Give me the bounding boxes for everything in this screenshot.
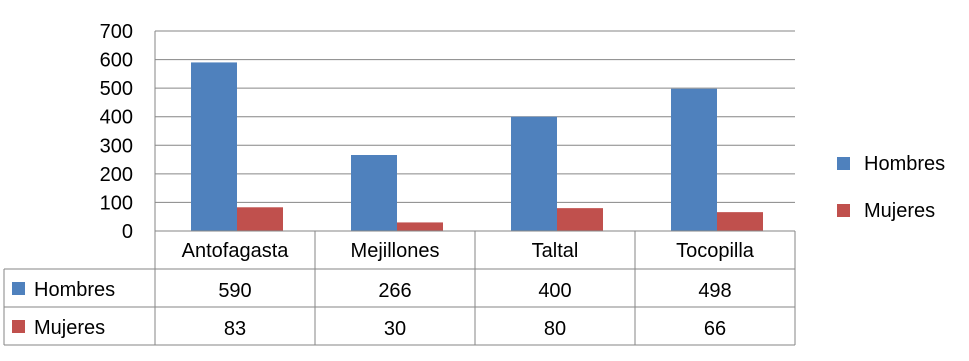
table-series-label: Mujeres (34, 317, 105, 339)
bar-hombres-taltal (511, 116, 557, 231)
table-legend-swatch-mujeres (12, 320, 25, 333)
data-label: 498 (698, 280, 731, 302)
legend-swatch-hombres (837, 157, 850, 170)
data-label: 83 (224, 318, 246, 340)
data-label: 266 (378, 280, 411, 302)
legend-label: Mujeres (864, 200, 935, 222)
y-tick-label: 400 (100, 107, 133, 129)
data-label: 400 (538, 280, 571, 302)
data-label: 66 (704, 318, 726, 340)
y-tick-label: 500 (100, 78, 133, 100)
y-tick-label: 700 (100, 21, 133, 43)
legend-swatch-mujeres (837, 204, 850, 217)
x-category-label: Taltal (532, 240, 579, 262)
table-series-label: Hombres (34, 279, 115, 301)
y-tick-label: 200 (100, 164, 133, 186)
x-category-label: Tocopilla (676, 240, 755, 262)
bar-hombres-mejillones (351, 155, 397, 231)
bar-mujeres-tocopilla (717, 212, 763, 231)
y-tick-label: 300 (100, 135, 133, 157)
table-legend-swatch-hombres (12, 282, 25, 295)
bar-hombres-tocopilla (671, 88, 717, 231)
legend-label: Hombres (864, 153, 945, 175)
data-label: 80 (544, 318, 566, 340)
bar-mujeres-taltal (557, 208, 603, 231)
y-tick-label: 600 (100, 50, 133, 72)
data-label: 590 (218, 280, 251, 302)
data-label: 30 (384, 318, 406, 340)
y-tick-label: 100 (100, 192, 133, 214)
bar-mujeres-mejillones (397, 222, 443, 231)
bar-hombres-antofagasta (191, 62, 237, 231)
y-tick-label: 0 (122, 221, 133, 243)
x-category-label: Antofagasta (182, 240, 290, 262)
x-category-label: Mejillones (351, 240, 440, 262)
bar-mujeres-antofagasta (237, 207, 283, 231)
